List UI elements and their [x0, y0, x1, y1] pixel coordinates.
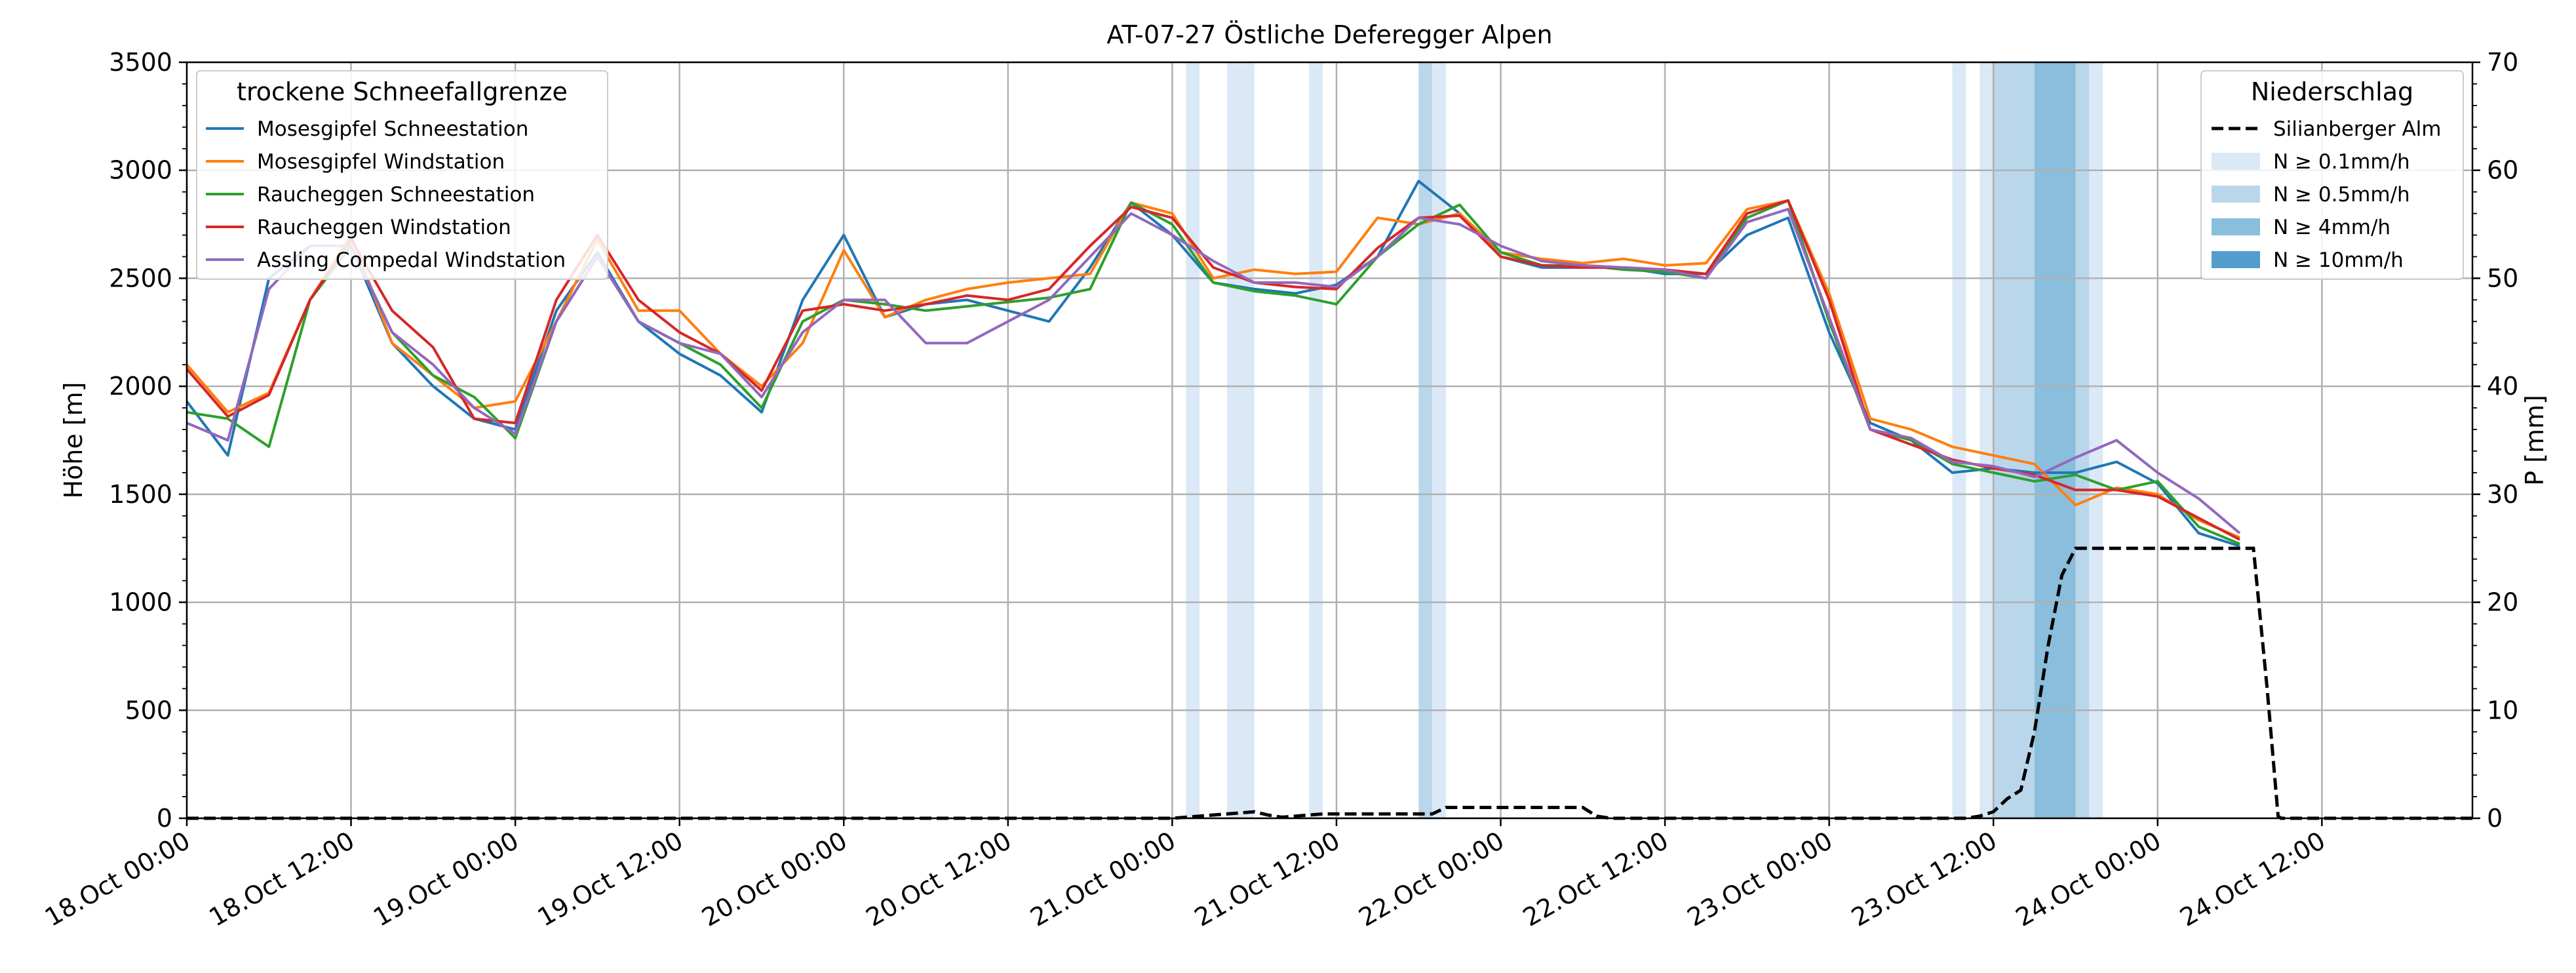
- precip-band: [1432, 62, 1446, 818]
- y2-tick-label: 0: [2487, 804, 2503, 833]
- x-tick-label: 18.Oct 00:00: [40, 826, 195, 932]
- precip-band: [2034, 62, 2076, 818]
- series-line: [186, 208, 2241, 534]
- series-line: [185, 199, 2240, 539]
- legend-snowline-label: Assling Compedal Windstation: [257, 248, 566, 272]
- legend-precipitation-frame: [2200, 70, 2464, 280]
- x-tick-label: 19.Oct 00:00: [368, 826, 524, 932]
- x-tick-label: 20.Oct 00:00: [697, 826, 852, 932]
- legend-snowline-label: Mosesgipfel Windstation: [257, 150, 505, 174]
- legend-band-swatch: [2212, 186, 2260, 203]
- legend-band-swatch: [2212, 251, 2260, 268]
- precip-band: [1309, 62, 1323, 818]
- y-tick-label: 1000: [109, 588, 172, 617]
- precip-line: [187, 546, 2472, 820]
- x-tick-label: 21.Oct 00:00: [1025, 826, 1181, 932]
- precip-band: [1952, 62, 1966, 818]
- y-tick-label: 500: [125, 696, 172, 725]
- legend-snowline-label: Raucheggen Schneestation: [257, 183, 535, 207]
- x-tick-label: 19.Oct 12:00: [533, 826, 688, 932]
- precip-bands: [1186, 62, 2103, 818]
- legend-band-swatch: [2212, 153, 2260, 170]
- legend-precipitation: Niederschlag Silianberger Alm N ≥ 0.1mm/h N…: [2200, 70, 2464, 280]
- y2-tick-label: 50: [2487, 264, 2518, 292]
- x-tick-label: 20.Oct 12:00: [861, 826, 1017, 932]
- precip-band: [1186, 62, 1200, 818]
- x-tick-label: 24.Oct 12:00: [2175, 826, 2330, 932]
- chart-title: AT-07-27 Östliche Deferegger Alpen: [1106, 20, 1552, 49]
- y2-tick-label: 60: [2487, 156, 2518, 185]
- y-tick-label: 2500: [109, 264, 172, 292]
- y-tick-label: 1500: [109, 480, 172, 509]
- precip-band: [2089, 62, 2103, 818]
- legend-precipitation-label: Silianberger Alm: [2273, 117, 2441, 141]
- y-tick-label: 3000: [109, 156, 172, 185]
- precip-band: [1226, 62, 1255, 818]
- legend-precipitation-label: N ≥ 4mm/h: [2273, 216, 2391, 239]
- y-axis-label: Höhe [m]: [59, 382, 88, 498]
- x-tick-label: 22.Oct 12:00: [1518, 826, 1673, 932]
- legend-snowline-title: trockene Schneefallgrenze: [237, 77, 568, 106]
- y2-tick-label: 10: [2487, 696, 2518, 725]
- y2-tick-label: 20: [2487, 588, 2518, 617]
- x-tick-label: 23.Oct 12:00: [1846, 826, 2002, 932]
- precip-band: [2075, 62, 2090, 818]
- series-layer: [185, 180, 2241, 547]
- precip-band: [1993, 62, 2008, 818]
- y2-tick-label: 70: [2487, 48, 2518, 77]
- legend-precipitation-title: Niederschlag: [2251, 77, 2413, 106]
- legend-snowline-frame: [196, 70, 608, 280]
- x-tick-label: 24.Oct 00:00: [2011, 826, 2166, 932]
- legend-snowline-label: Mosesgipfel Schneestation: [257, 117, 528, 141]
- y2-tick-label: 40: [2487, 372, 2518, 401]
- legend-snowline: trockene Schneefallgrenze Mosesgipfel Sch…: [196, 70, 608, 280]
- precip-band: [2007, 62, 2035, 818]
- y-tick-label: 2000: [109, 372, 172, 401]
- legend-snowline-label: Raucheggen Windstation: [257, 216, 511, 239]
- x-tick-label: 22.Oct 00:00: [1354, 826, 1509, 932]
- y2-tick-label: 30: [2487, 480, 2518, 509]
- precip-layer: [187, 546, 2472, 820]
- legend-precipitation-label: N ≥ 0.1mm/h: [2273, 150, 2410, 174]
- legend-precipitation-label: N ≥ 10mm/h: [2273, 248, 2404, 272]
- x-tick-label: 23.Oct 00:00: [1683, 826, 1838, 932]
- x-tick-label: 18.Oct 12:00: [205, 826, 360, 932]
- precip-band: [1418, 62, 1433, 818]
- legend-band-swatch: [2212, 218, 2260, 235]
- series-line: [185, 199, 2240, 541]
- plot-frame: [185, 61, 2474, 820]
- y-tick-label: 0: [157, 804, 172, 833]
- y2-axis-label: P [mm]: [2520, 395, 2549, 486]
- x-tick-label: 21.Oct 12:00: [1190, 826, 1345, 932]
- precip-band: [1980, 62, 1994, 818]
- legend-precipitation-label: N ≥ 0.5mm/h: [2273, 183, 2410, 207]
- y-tick-label: 3500: [109, 48, 172, 77]
